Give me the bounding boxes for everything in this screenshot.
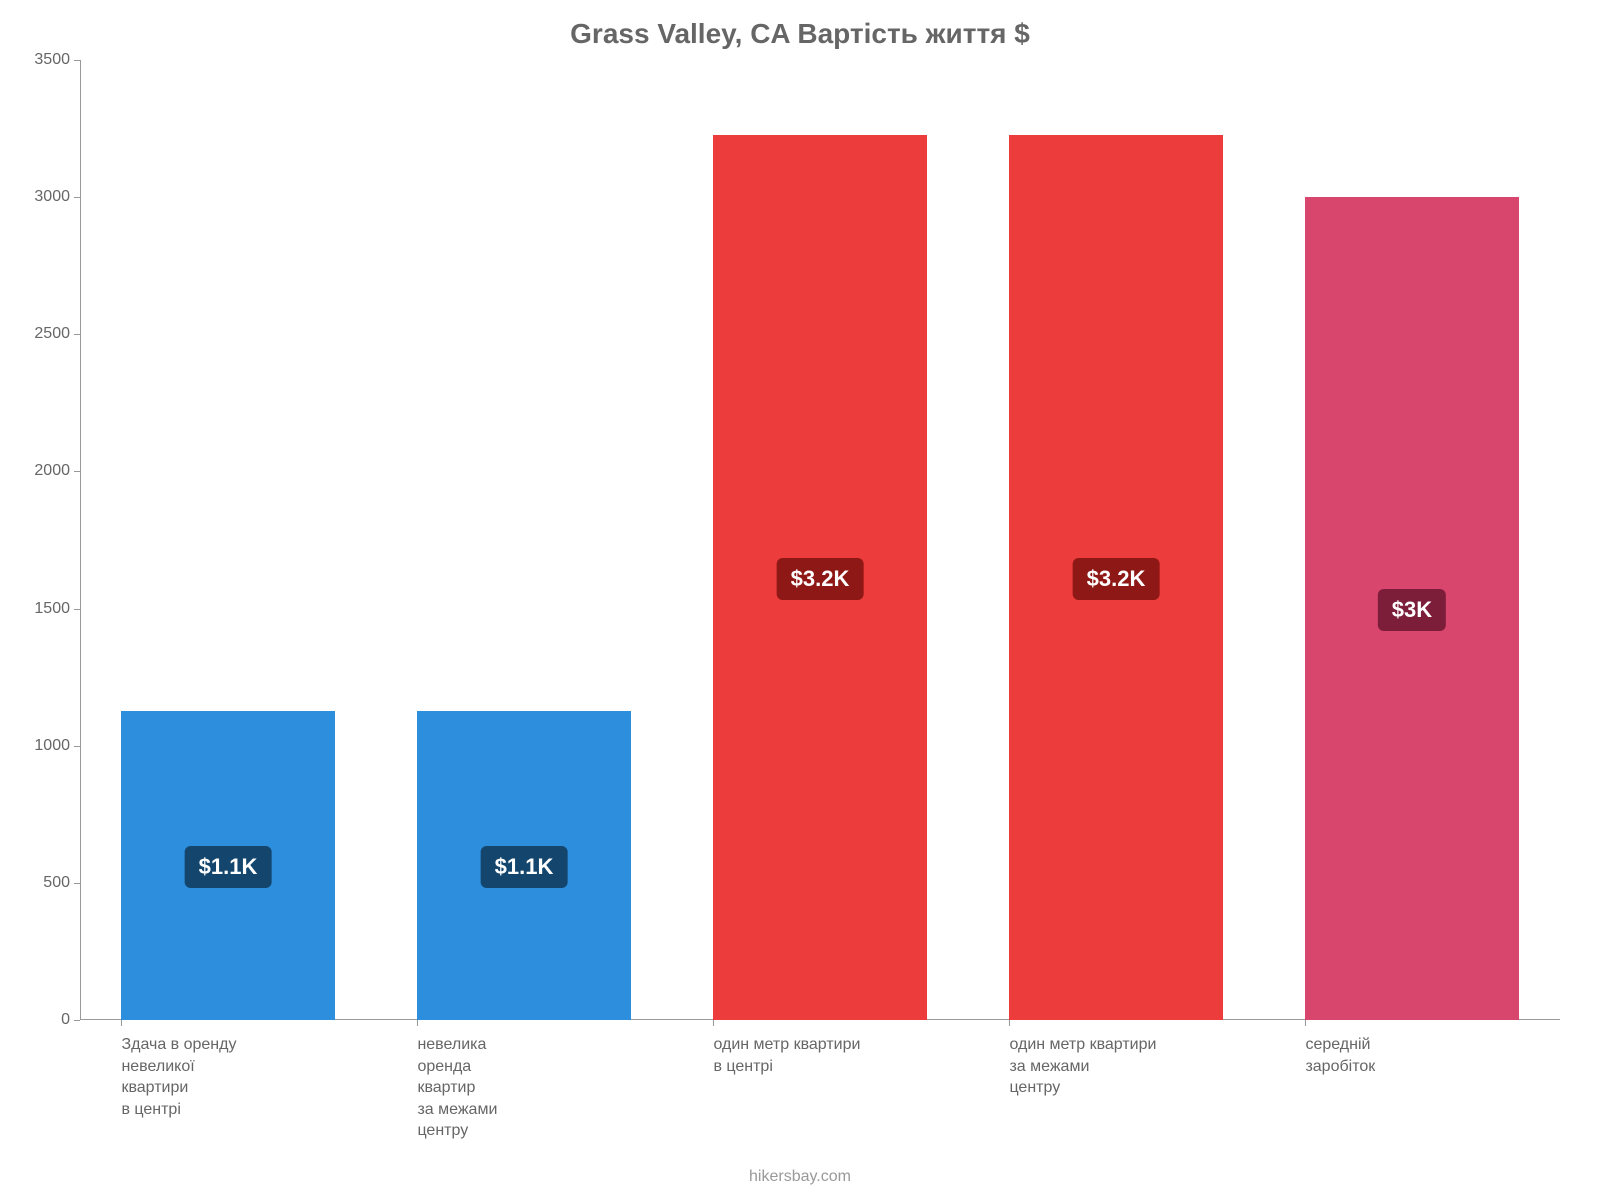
bar-value-badge: $3K bbox=[1378, 589, 1446, 631]
y-tick-label: 1500 bbox=[34, 600, 80, 618]
bar: $3K bbox=[1305, 197, 1518, 1020]
x-tick-label: Здача в орендуневеликоїквартирив центрі bbox=[121, 1034, 236, 1120]
x-tick-label: один метр квартириза межамицентру bbox=[1009, 1034, 1156, 1099]
y-tick-label: 2000 bbox=[34, 462, 80, 480]
x-tick-mark bbox=[713, 1020, 714, 1026]
bar: $3.2K bbox=[713, 135, 926, 1020]
x-tick-label: один метр квартирив центрі bbox=[713, 1034, 860, 1077]
y-tick-label: 500 bbox=[43, 874, 80, 892]
x-tick-label: середнійзаробіток bbox=[1305, 1034, 1375, 1077]
y-tick-label: 3000 bbox=[34, 188, 80, 206]
bar: $1.1K bbox=[121, 711, 334, 1020]
bar: $3.2K bbox=[1009, 135, 1222, 1020]
bar-value-badge: $3.2K bbox=[1073, 558, 1160, 600]
cost-of-living-chart: Grass Valley, CA Вартість життя $ 050010… bbox=[0, 0, 1600, 1200]
y-axis bbox=[80, 60, 81, 1020]
x-tick-mark bbox=[1009, 1020, 1010, 1026]
x-tick-mark bbox=[121, 1020, 122, 1026]
chart-footer: hikersbay.com bbox=[0, 1168, 1600, 1186]
bar-value-badge: $1.1K bbox=[481, 846, 568, 888]
y-tick-label: 1000 bbox=[34, 737, 80, 755]
y-tick-label: 0 bbox=[61, 1011, 80, 1029]
x-tick-mark bbox=[417, 1020, 418, 1026]
bar-value-badge: $1.1K bbox=[185, 846, 272, 888]
x-tick-label: невеликаорендаквартирза межамицентру bbox=[417, 1034, 497, 1142]
x-tick-mark bbox=[1305, 1020, 1306, 1026]
y-tick-label: 2500 bbox=[34, 325, 80, 343]
plot-area: 0500100015002000250030003500$1.1KЗдача в… bbox=[80, 60, 1560, 1020]
bar-value-badge: $3.2K bbox=[777, 558, 864, 600]
y-tick-label: 3500 bbox=[34, 51, 80, 69]
bar: $1.1K bbox=[417, 711, 630, 1020]
chart-title: Grass Valley, CA Вартість життя $ bbox=[0, 18, 1600, 50]
